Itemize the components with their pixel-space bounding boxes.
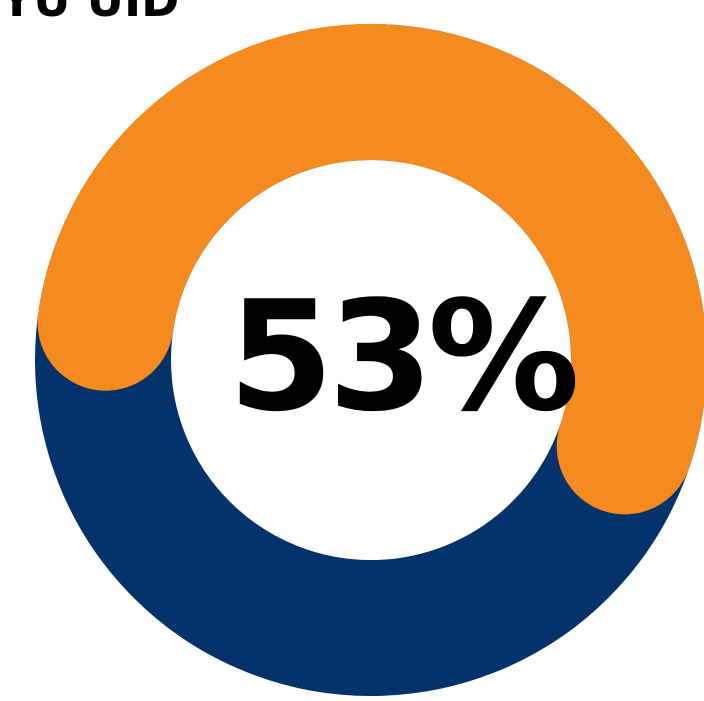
donut-highlight-slice — [37, 24, 704, 515]
center-percentage-label: 53% — [228, 268, 576, 445]
cropped-title: YU UID — [0, 0, 179, 27]
